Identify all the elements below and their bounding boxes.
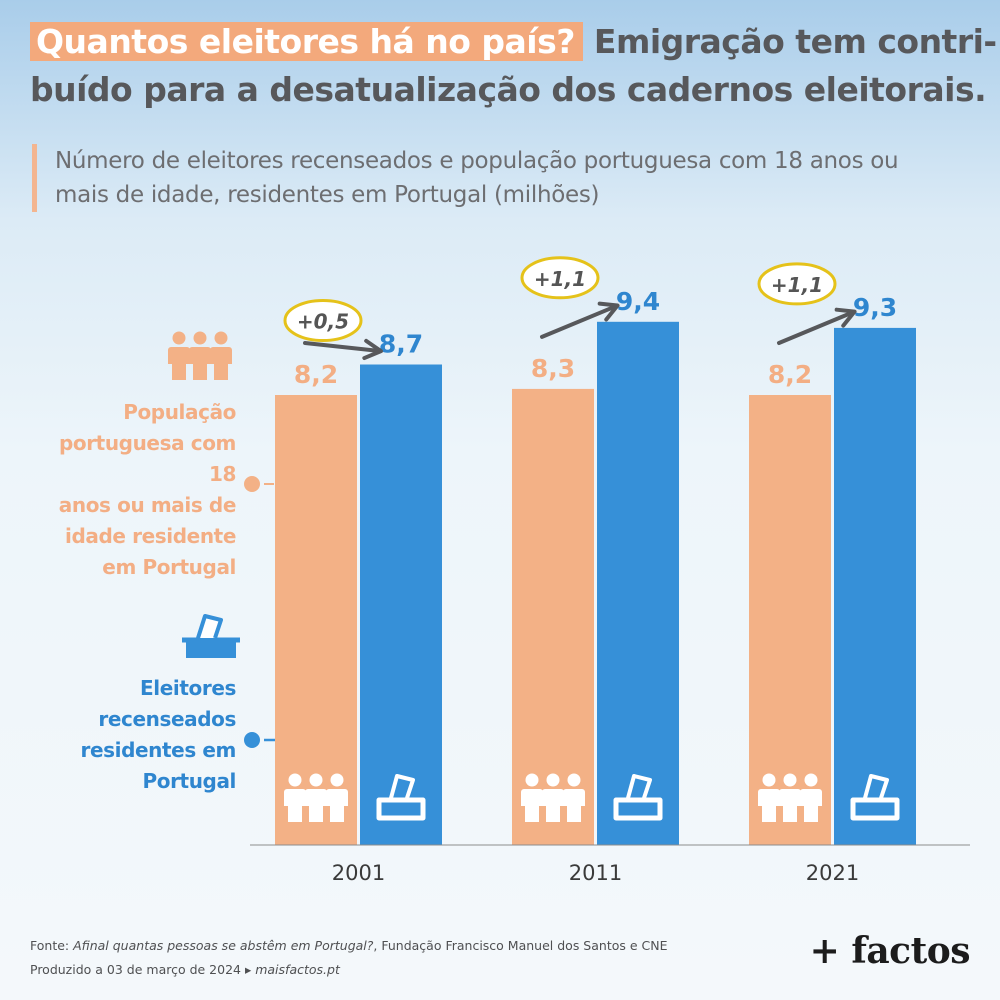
value-label-voters-2011: 9,4	[616, 287, 660, 316]
people-icon	[758, 773, 822, 822]
bar-voters-2021	[834, 327, 916, 845]
bar-population-2011	[512, 388, 594, 845]
people-icon	[284, 773, 348, 822]
legend-population-dot	[244, 476, 260, 492]
chart-title: Quantos eleitores há no país? Emigração …	[30, 18, 997, 114]
ballot-box-icon	[850, 774, 900, 821]
title-rest: Emigração tem contri-	[593, 22, 997, 61]
difference-badge-2021	[757, 262, 837, 306]
difference-label-2011: +1,1	[534, 267, 586, 291]
footer-source: Fonte: Afinal quantas pessoas se abstêm …	[30, 938, 668, 953]
legend-voters-dot	[244, 732, 260, 748]
footer-produced: Produzido a 03 de março de 2024 ▸ maisfa…	[30, 962, 340, 977]
footer-source-suffix: , Fundação Francisco Manuel dos Santos e…	[373, 938, 668, 953]
legend-voters-line: residentes em	[80, 738, 236, 762]
people-icon	[521, 773, 585, 822]
legend-voters-label: Eleitores recenseados residentes em Port…	[60, 673, 236, 797]
footer-produced-site: maisfactos.pt	[255, 962, 340, 977]
subtitle-line-1: Número de eleitores recenseados e popula…	[55, 148, 899, 174]
difference-arrowhead-2001	[362, 338, 383, 361]
chart-subtitle: Número de eleitores recenseados e popula…	[32, 144, 985, 212]
bar-voters-2011	[597, 321, 679, 845]
legend-population-label: População portuguesa com 18 anos ou mais…	[30, 397, 237, 583]
bar-voters-2001	[360, 364, 442, 845]
legend-population-line: População	[123, 400, 236, 424]
difference-badge-2001	[283, 299, 363, 342]
x-tick-label-2021: 2021	[806, 861, 859, 885]
legend-voters-line: Portugal	[142, 769, 236, 793]
legend-population-line: idade residente	[65, 524, 236, 548]
difference-badge-2011	[520, 256, 600, 300]
x-tick-label-2011: 2011	[569, 861, 622, 885]
footer-produced-prefix: Produzido a 03 de março de 2024 ▸	[30, 962, 256, 977]
difference-arrow-2021	[777, 311, 851, 345]
title-highlight: Quantos eleitores há no país?	[30, 22, 583, 61]
value-label-population-2021: 8,2	[768, 360, 812, 389]
title-line-2: buído para a desatualização dos cadernos…	[30, 70, 987, 109]
value-label-voters-2021: 9,3	[853, 293, 897, 322]
difference-arrowhead-2011	[597, 301, 620, 322]
legend-population-line: portuguesa com 18	[58, 431, 236, 486]
footer-source-prefix: Fonte:	[30, 938, 74, 953]
value-label-population-2011: 8,3	[531, 354, 575, 383]
legend-population-line: em Portugal	[102, 555, 236, 579]
bar-population-2001	[275, 395, 357, 845]
difference-arrow-2011	[540, 305, 614, 339]
difference-arrow-2001	[303, 341, 377, 353]
brand-logo: + factos	[809, 930, 971, 972]
difference-label-2001: +0,5	[297, 310, 349, 334]
ballot-box-icon	[376, 774, 426, 821]
x-tick-label-2001: 2001	[332, 861, 385, 885]
difference-arrowhead-2021	[834, 307, 857, 328]
footer-source-title: Afinal quantas pessoas se abstêm em Port…	[73, 938, 374, 953]
ballot-box-icon	[613, 774, 663, 821]
legend-population-line: anos ou mais de	[58, 493, 237, 517]
difference-label-2021: +1,1	[771, 273, 823, 297]
legend-ballot-icon	[182, 614, 240, 658]
bar-population-2021	[749, 395, 831, 845]
title-line-1: Quantos eleitores há no país? Emigração …	[30, 18, 997, 66]
value-label-voters-2001: 8,7	[379, 330, 423, 359]
subtitle-line-2: mais de idade, residentes em Portugal (m…	[55, 182, 600, 208]
legend-voters-line: recenseados	[98, 707, 236, 731]
legend-people-icon	[168, 331, 232, 380]
legend-voters-line: Eleitores	[140, 676, 236, 700]
value-label-population-2001: 8,2	[294, 360, 338, 389]
